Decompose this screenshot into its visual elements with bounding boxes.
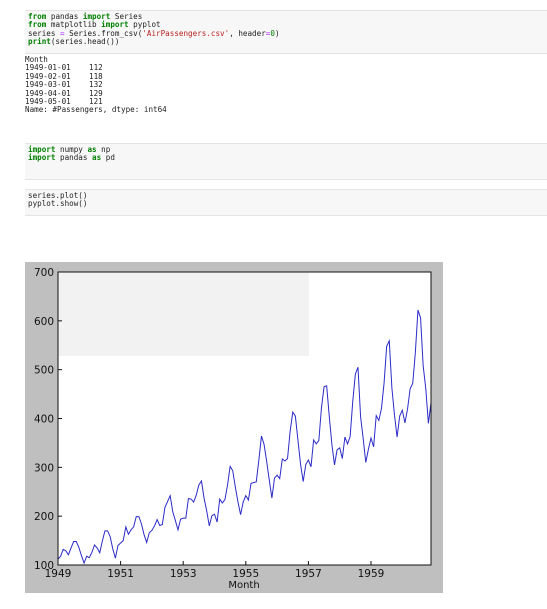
code-token: np: [96, 145, 111, 154]
output-row: 1949-05-01 121: [25, 97, 103, 107]
code-token: pyplot: [128, 20, 161, 30]
x-tick-label: 1953: [170, 568, 197, 580]
y-tick-label: 300: [34, 462, 54, 474]
plot-figure: 100 200 300 400 500 600 700 1949 1951 1953 1955 195…: [25, 262, 443, 593]
code-cell-2[interactable]: import numpy as np import pandas as pd: [25, 143, 547, 180]
code-token: as: [87, 145, 97, 154]
output-rows: 1949-01-01 112 1949-02-01 118 1949-03-01…: [25, 63, 103, 106]
x-axis-label: Month: [228, 580, 259, 591]
code-token: pandas: [46, 12, 83, 21]
x-tick-label: 1957: [295, 568, 322, 580]
code-token: import: [101, 20, 129, 30]
code-token: as: [92, 153, 102, 163]
y-tick-label: 200: [34, 511, 54, 523]
x-tick-label: 1959: [358, 568, 385, 580]
code-token: matplotlib: [46, 20, 102, 30]
y-tick-label: 700: [34, 267, 54, 279]
code-token: (series.head()): [50, 37, 120, 47]
code-token: import: [28, 153, 56, 163]
code-token: Series: [110, 12, 143, 21]
code-token: print: [28, 37, 51, 47]
x-tick-label: 1949: [45, 568, 72, 580]
output-row: 1949-01-01 112: [25, 63, 103, 73]
code-token: 0: [270, 28, 275, 38]
code-token: from: [28, 20, 47, 30]
y-tick-label: 400: [34, 414, 54, 426]
code-token: pyplot.show(): [28, 199, 88, 209]
code-editor-1[interactable]: from pandas import Series from matplotli…: [25, 11, 547, 47]
y-tick-label: 500: [34, 365, 54, 377]
y-tick-label: 600: [34, 316, 54, 328]
code-token: numpy: [55, 145, 88, 154]
y-tick-label: 100: [34, 560, 54, 572]
cell-output-1: Month 1949-01-01 112 1949-02-01 118 1949…: [25, 55, 167, 115]
output-row: 1949-02-01 118: [25, 71, 103, 81]
line-chart: 100 200 300 400 500 600 700 1949 1951 1953 1955 195…: [34, 267, 432, 591]
code-token: from: [28, 12, 47, 21]
code-cell-1[interactable]: from pandas import Series from matplotli…: [25, 10, 547, 54]
code-token: series.plot(): [28, 191, 88, 200]
output-row: 1949-03-01 132: [25, 80, 103, 90]
code-token: import: [28, 145, 56, 154]
x-tick-label: 1951: [107, 568, 134, 580]
code-token: 'AirPassengers.csv': [142, 28, 230, 38]
code-editor-2[interactable]: import numpy as np import pandas as pd: [25, 144, 547, 163]
code-token: =: [265, 28, 271, 38]
code-token: pd: [101, 153, 115, 163]
series-line-passengers: [57, 309, 432, 565]
code-token: series: [28, 28, 61, 38]
code-token: =: [60, 28, 65, 38]
plot-frame: [57, 271, 432, 566]
output-footer: Name: #Passengers, dtype: int64: [25, 105, 167, 115]
code-token: Series.from_csv(: [64, 28, 143, 38]
code-token: ): [274, 28, 280, 38]
output-row: 1949-04-01 129: [25, 88, 103, 98]
x-tick-label: 1955: [232, 568, 259, 580]
plot-shaded-region: [58, 272, 309, 356]
code-editor-3[interactable]: series.plot() pyplot.show(): [25, 190, 547, 209]
code-token: , header: [229, 28, 266, 38]
output-header: Month: [25, 55, 48, 64]
code-token: import: [82, 12, 111, 21]
code-token: pandas: [55, 153, 93, 163]
code-cell-3[interactable]: series.plot() pyplot.show(): [25, 189, 547, 216]
